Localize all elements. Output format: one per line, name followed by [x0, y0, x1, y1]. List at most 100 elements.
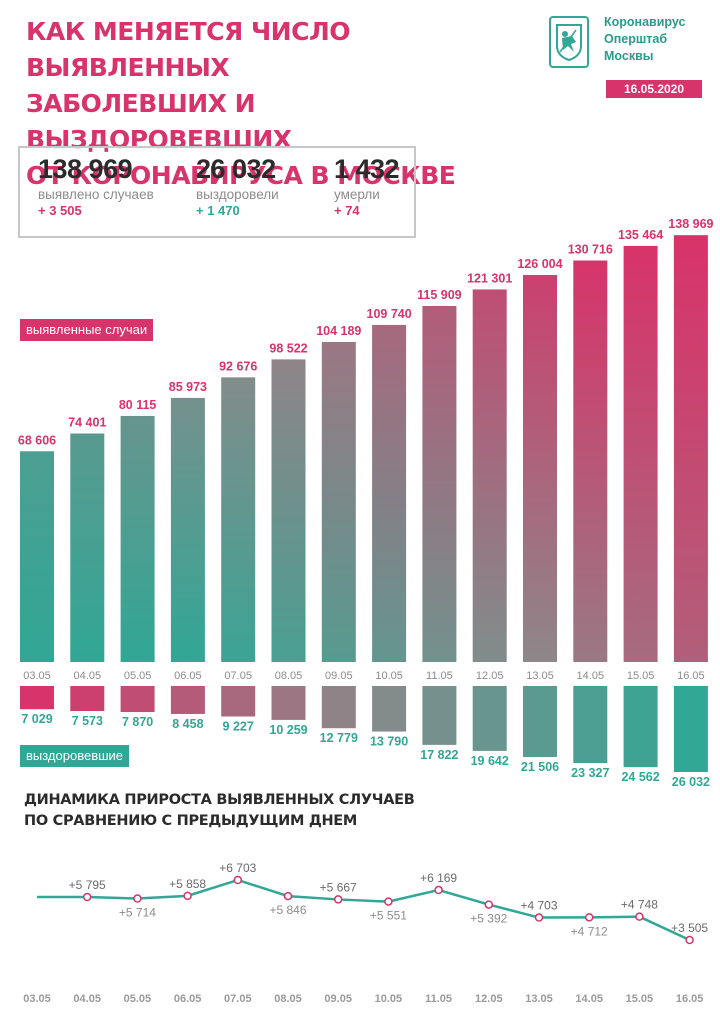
growth-point — [584, 913, 594, 922]
date-label: 09.05 — [325, 670, 353, 682]
growth-value-label: +4 703 — [520, 899, 557, 913]
date-label: 15.05 — [627, 670, 655, 682]
cases-value-label: 126 004 — [517, 257, 562, 271]
growth-value-label: +5 795 — [69, 878, 106, 892]
growth-value-label: +6 169 — [420, 871, 457, 885]
growth-point — [233, 875, 243, 885]
growth-value-label: +4 712 — [571, 924, 608, 938]
date-label: 13.05 — [526, 670, 554, 682]
stat-cases: 138 969 выявлено случаев + 3 505 — [38, 154, 154, 218]
growth-date-label: 14.05 — [575, 993, 603, 1005]
brand-line: Оперштаб — [604, 32, 668, 46]
recovered-bar — [120, 686, 155, 712]
growth-date-label: 04.05 — [73, 993, 101, 1005]
dynamics-title-line: ПО СРАВНЕНИЮ С ПРЕДЫДУЩИМ ДНЕМ — [24, 813, 358, 829]
growth-date-label: 05.05 — [124, 993, 152, 1005]
date-label: 07.05 — [224, 670, 252, 682]
cases-value-label: 80 115 — [119, 398, 157, 412]
cases-bar — [20, 451, 54, 662]
growth-point — [283, 891, 293, 901]
cases-value-label: 85 973 — [169, 380, 207, 394]
growth-date-label: 06.05 — [174, 993, 202, 1005]
recovered-value-label: 9 227 — [223, 719, 254, 733]
recovered-bar — [170, 686, 205, 714]
growth-date-label: 10.05 — [375, 993, 403, 1005]
recovered-value-label: 7 870 — [122, 715, 153, 729]
recovered-bar — [422, 686, 457, 745]
recovered-bar — [573, 686, 608, 764]
growth-value-label: +6 703 — [219, 861, 256, 875]
stat-label: выздоровели — [196, 187, 279, 202]
stat-label: умерли — [334, 187, 380, 202]
title-line: КАК МЕНЯЕТСЯ ЧИСЛО ВЫЯВЛЕННЫХ — [26, 17, 350, 82]
date-label: 11.05 — [426, 670, 453, 682]
title-line: ЗАБОЛЕВШИХ И ВЫЗДОРОВЕВШИХ — [26, 89, 292, 154]
growth-value-label: +4 748 — [621, 898, 658, 912]
stat-delta: + 74 — [334, 203, 360, 218]
recovered-bar — [523, 686, 557, 758]
growth-date-label: 08.05 — [274, 993, 302, 1005]
growth-point — [434, 885, 443, 895]
legend-recovered: выздоровевшие — [20, 745, 130, 767]
cases-bar — [523, 274, 557, 662]
date-label: 14.05 — [577, 670, 605, 682]
recovered-bar — [221, 686, 256, 717]
growth-date-label: 16.05 — [676, 993, 704, 1005]
recovered-bar — [70, 686, 105, 712]
recovered-bar — [623, 686, 658, 768]
stat-value: 26 032 — [196, 154, 276, 184]
growth-point — [534, 913, 544, 922]
summary-box: 138 969 выявлено случаев + 3 505 26 032 … — [18, 146, 416, 238]
growth-date-label: 15.05 — [626, 993, 654, 1005]
brand-line: Коронавирус — [604, 15, 686, 29]
cases-value-label: 68 606 — [18, 433, 56, 447]
recovered-value-label: 8 458 — [172, 717, 203, 731]
cases-value-label: 74 401 — [68, 415, 106, 429]
recovered-value-label: 7 573 — [72, 714, 103, 728]
recovered-value-label: 10 259 — [269, 723, 307, 737]
growth-value-label: +5 846 — [269, 903, 306, 917]
recovered-value-label: 21 506 — [521, 760, 559, 774]
dynamics-title-line: ДИНАМИКА ПРИРОСТА ВЫЯВЛЕННЫХ СЛУЧАЕВ — [24, 792, 415, 808]
cases-value-label: 121 301 — [467, 271, 512, 285]
recovered-value-label: 23 327 — [571, 766, 609, 780]
recovered-value-label: 7 029 — [21, 712, 52, 726]
growth-date-label: 11.05 — [425, 993, 452, 1005]
dynamics-title: ДИНАМИКА ПРИРОСТА ВЫЯВЛЕННЫХ СЛУЧАЕВ ПО … — [24, 790, 415, 832]
title-line: ОТ КОРОНАВИРУСА В МОСКВЕ — [26, 161, 456, 190]
date-label: 05.05 — [124, 670, 152, 682]
growth-value-label: +3 505 — [671, 921, 708, 935]
stat-value: 1 432 — [334, 154, 400, 184]
cases-bar — [422, 305, 457, 662]
cases-bar — [271, 359, 306, 662]
growth-point — [635, 912, 644, 921]
growth-point — [384, 897, 393, 906]
cases-bar — [623, 245, 658, 662]
cases-bar — [70, 433, 105, 662]
stat-deaths: 1 432 умерли + 74 — [334, 154, 400, 218]
cases-bar — [573, 260, 608, 662]
cases-value-label: 98 522 — [269, 341, 307, 355]
date-label: 08.05 — [275, 670, 303, 682]
cases-bar — [673, 235, 708, 663]
cases-bar — [170, 397, 205, 662]
recovered-bar — [673, 686, 708, 772]
growth-value-label: +5 714 — [119, 906, 156, 920]
cases-value-label: 92 676 — [219, 359, 257, 373]
cases-value-label: 115 909 — [417, 288, 462, 302]
growth-date-label: 12.05 — [475, 993, 503, 1005]
growth-point — [685, 935, 694, 945]
recovered-value-label: 24 562 — [621, 770, 659, 784]
cases-bar — [221, 377, 256, 662]
recovered-bar — [271, 686, 306, 720]
cases-bar — [120, 415, 155, 662]
growth-value-label: +5 858 — [169, 877, 206, 891]
recovered-bar — [321, 686, 356, 729]
growth-date-label: 03.05 — [23, 993, 51, 1005]
date-label: 16.05 — [677, 670, 705, 682]
growth-point — [333, 895, 343, 904]
moscow-coat-of-arms-icon — [549, 16, 589, 68]
date-label: 10.05 — [375, 670, 403, 682]
cases-bar — [321, 341, 356, 662]
